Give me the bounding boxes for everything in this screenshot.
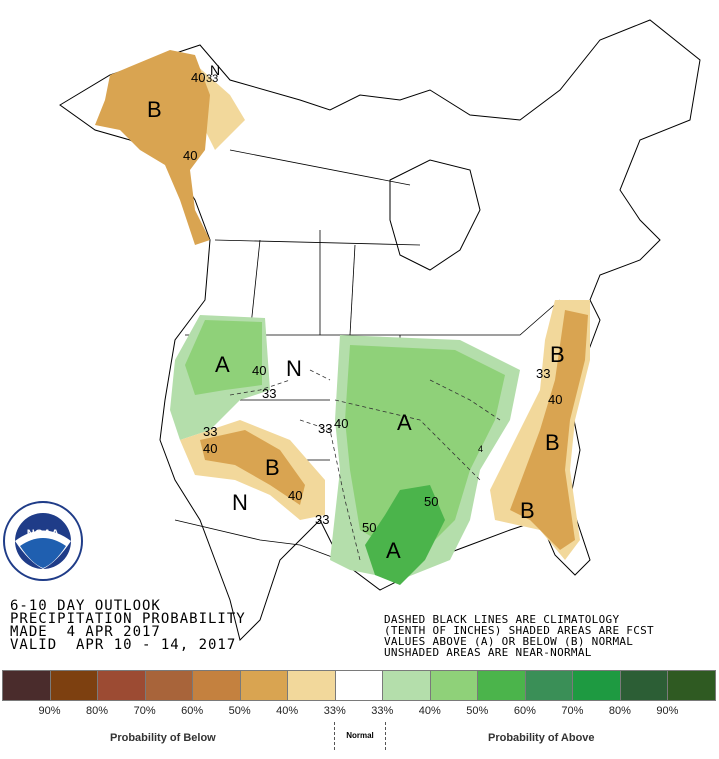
contour-33-ak: 33 (206, 73, 218, 85)
colorbar-swatch (144, 670, 194, 701)
note-line-3: VALUES ABOVE (A) OR BELOW (B) NORMAL (384, 635, 634, 648)
colorbar-swatch (49, 670, 99, 701)
label-A-central: A (397, 410, 412, 435)
colorbar-swatch (477, 670, 526, 701)
normal-box: Normal (334, 722, 386, 750)
colorbar-tick-label: 33% (323, 705, 346, 717)
probability-tick-labels: 90% 80% 70% 60% 50% 40% 33% 33% 40% 50% 60% 70% 80% 9… (2, 705, 715, 717)
note-line-2: (TENTH OF INCHES) SHADED AREAS ARE FCST (384, 624, 654, 637)
colorbar-swatch (619, 670, 669, 701)
colorbar-swatch (287, 670, 336, 701)
label-N-az: N (232, 490, 248, 515)
note-line-4: UNSHADED AREAS ARE NEAR-NORMAL (384, 646, 592, 659)
colorbar-tick-label: 60% (181, 705, 204, 717)
contour-4-ms: 4 (478, 444, 483, 454)
contour-40-ak2: 40 (183, 148, 197, 163)
caption-above: Probability of Above (488, 732, 595, 744)
colorbar-tick-label: 40% (418, 705, 441, 717)
title-line-2: PRECIPITATION PROBABILITY (10, 611, 246, 627)
noaa-logo-text: NOAA (27, 528, 59, 540)
probability-colorbar (2, 670, 716, 701)
climatology-lines (229, 369, 501, 561)
shade-above-40-central (345, 345, 505, 550)
contour-50-tx: 50 (362, 520, 376, 535)
contour-40-ks: 40 (334, 416, 348, 431)
label-N-alaska: N (210, 62, 220, 78)
colorbar-swatch (2, 670, 51, 701)
note-line-1: DASHED BLACK LINES ARE CLIMATOLOGY (384, 613, 620, 626)
colorbar-tick-label: 90% (656, 705, 679, 717)
colorbar-swatch (192, 670, 241, 701)
colorbar-tick-label: 90% (38, 705, 61, 717)
colorbar-tick-label: 33% (371, 705, 394, 717)
label-B-sw: B (265, 455, 280, 480)
label-A-nw: A (215, 352, 230, 377)
hudson-bay (389, 159, 481, 271)
label-A-tx: A (386, 538, 401, 563)
shade-above-40-nw (185, 320, 262, 395)
label-B-midatl: B (545, 430, 560, 455)
colorbar-swatch (572, 670, 621, 701)
shade-below-33-alaska (95, 50, 210, 245)
title-line-1: 6-10 DAY OUTLOOK (10, 598, 161, 614)
colorbar-swatch (382, 670, 431, 701)
contour-40-ca: 40 (203, 441, 217, 456)
caption-below: Probability of Below (110, 732, 216, 744)
shade-above-50-tx (365, 485, 445, 585)
label-N-mt: N (286, 356, 302, 381)
contour-40-ak1: 40 (191, 70, 205, 85)
label-B-alaska: B (147, 97, 162, 122)
shade-below-40-east (510, 310, 588, 550)
caption-normal: Normal (346, 731, 374, 740)
colorbar-tick-label: 70% (561, 705, 584, 717)
colorbar-tick-label: 50% (466, 705, 489, 717)
title-line-4: VALID APR 10 - 14, 2017 (10, 637, 237, 653)
colorbar-tick-label: 60% (513, 705, 536, 717)
contour-33-id: 33 (262, 386, 276, 401)
contour-40-az: 40 (288, 488, 302, 503)
colorbar-tick-label: 40% (276, 705, 299, 717)
contour-50-la: 50 (424, 494, 438, 509)
contour-33-ks: 33 (318, 421, 332, 436)
colorbar-swatch (334, 670, 384, 701)
colorbar-swatch (429, 670, 479, 701)
colorbar-swatch (239, 670, 289, 701)
colorbar-swatch (667, 670, 716, 701)
shade-below-40-sw (200, 430, 305, 505)
colorbar-tick-label: 50% (228, 705, 251, 717)
colorbar-swatch (97, 670, 146, 701)
title-line-3: MADE 4 APR 2017 (10, 624, 161, 640)
colorbar-tick-label: 70% (133, 705, 156, 717)
contour-33-nm: 33 (315, 512, 329, 527)
title-block: 6-10 DAY OUTLOOK PRECIPITATION PROBABILI… (10, 598, 246, 653)
legend-note: DASHED BLACK LINES ARE CLIMATOLOGY (TENT… (384, 614, 654, 658)
contour-33-oh: 33 (536, 366, 550, 381)
contour-33-ca: 33 (203, 424, 217, 439)
label-B-ne: B (550, 342, 565, 367)
noaa-logo: NOAA (3, 501, 83, 581)
contour-40-nw: 40 (252, 363, 266, 378)
label-B-se: B (520, 498, 535, 523)
contour-40-va: 40 (548, 392, 562, 407)
colorbar-swatch (524, 670, 574, 701)
colorbar-tick-label: 80% (608, 705, 631, 717)
outlook-map: B N A N B N A A B B B 40 33 40 40 33 33 … (59, 19, 701, 641)
colorbar-tick-label: 80% (86, 705, 109, 717)
